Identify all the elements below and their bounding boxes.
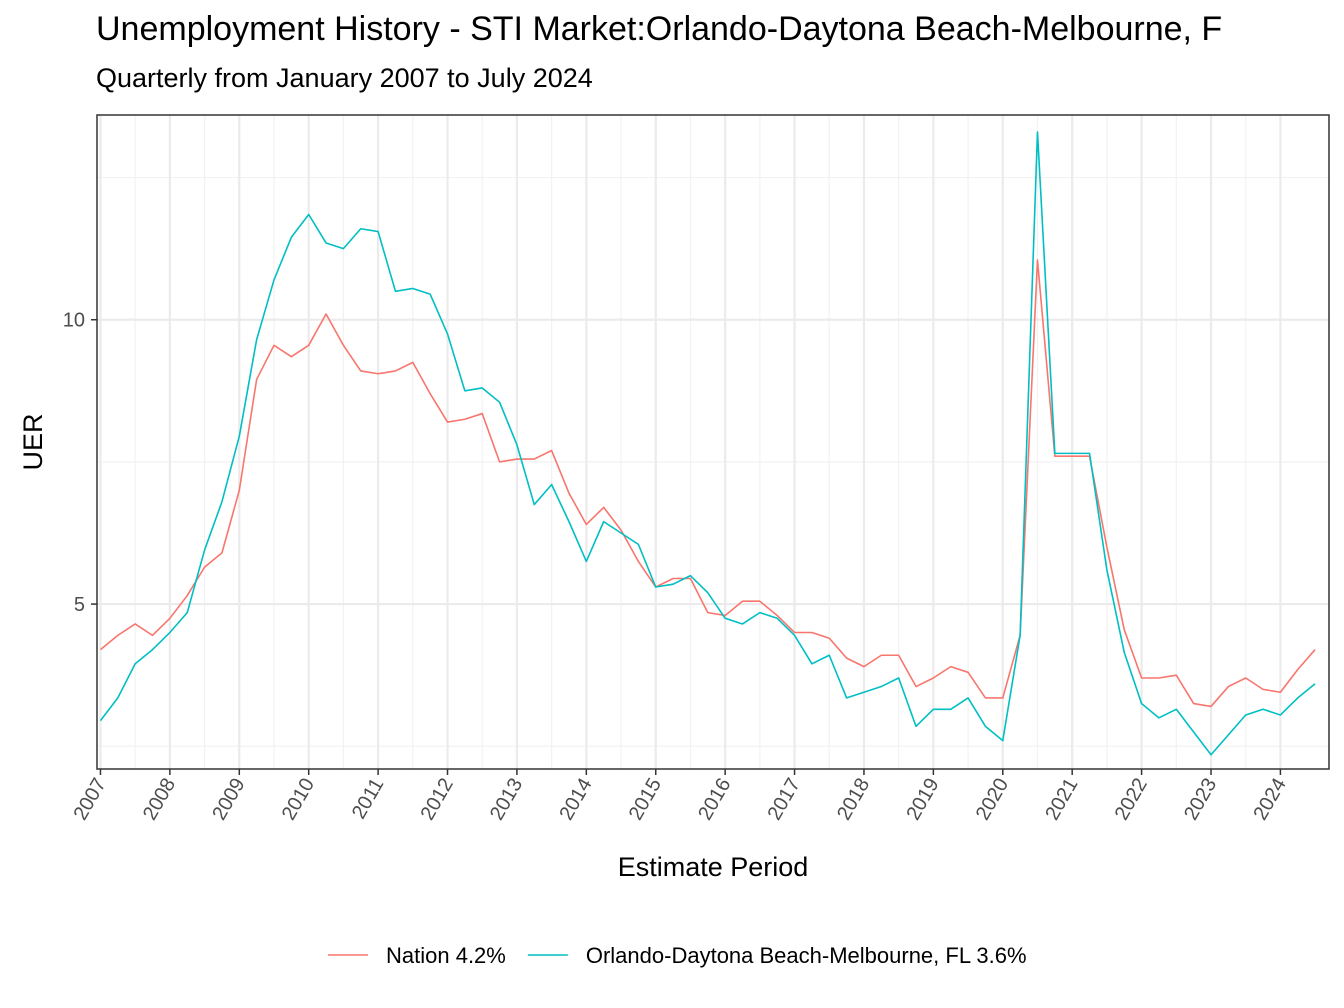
legend-label: Nation 4.2% [386, 943, 506, 968]
x-tick-label: 2015 [625, 775, 666, 825]
x-tick-label: 2021 [1041, 775, 1082, 825]
x-tick-label: 2017 [764, 775, 805, 825]
y-axis: 5 10 [63, 310, 97, 616]
x-tick-label: 2013 [486, 775, 527, 825]
chart-title: Unemployment History - STI Market:Orland… [96, 10, 1223, 48]
legend: Nation 4.2% Orlando-Daytona Beach-Melbour… [328, 943, 1027, 968]
x-tick-label: 2023 [1180, 775, 1221, 825]
chart-subtitle: Quarterly from January 2007 to July 2024 [96, 63, 593, 93]
y-tick-label: 5 [74, 594, 85, 616]
x-tick-label: 2007 [69, 775, 110, 825]
x-tick-label: 2016 [694, 775, 735, 825]
series-line-nation [99, 259, 1316, 708]
series-layer [99, 131, 1316, 756]
x-axis: 2007 2008 2009 2010 2011 2012 2013 2014 2015 2016… [69, 769, 1291, 825]
x-tick-label: 2009 [208, 775, 249, 825]
series-line-orlando [99, 131, 1316, 756]
x-tick-label: 2019 [902, 775, 943, 825]
x-tick-label: 2008 [139, 775, 180, 825]
grid-lines [97, 115, 1329, 769]
x-tick-label: 2024 [1249, 775, 1290, 825]
x-tick-label: 2022 [1111, 775, 1152, 825]
plot-frame [96, 114, 1330, 770]
plot-background [97, 115, 1329, 769]
x-tick-label: 2011 [348, 775, 389, 823]
x-tick-label: 2014 [555, 775, 596, 825]
y-axis-title: UER [18, 413, 48, 470]
legend-label: Orlando-Daytona Beach-Melbourne, FL 3.6% [586, 943, 1027, 968]
plot-border [96, 114, 1330, 770]
plot-panel [97, 115, 1329, 769]
y-tick-label: 10 [63, 310, 85, 332]
x-axis-title: Estimate Period [618, 852, 809, 882]
x-tick-label: 2010 [278, 775, 319, 825]
x-tick-label: 2012 [417, 775, 458, 825]
x-tick-label: 2018 [833, 775, 874, 825]
x-tick-label: 2020 [972, 775, 1013, 825]
